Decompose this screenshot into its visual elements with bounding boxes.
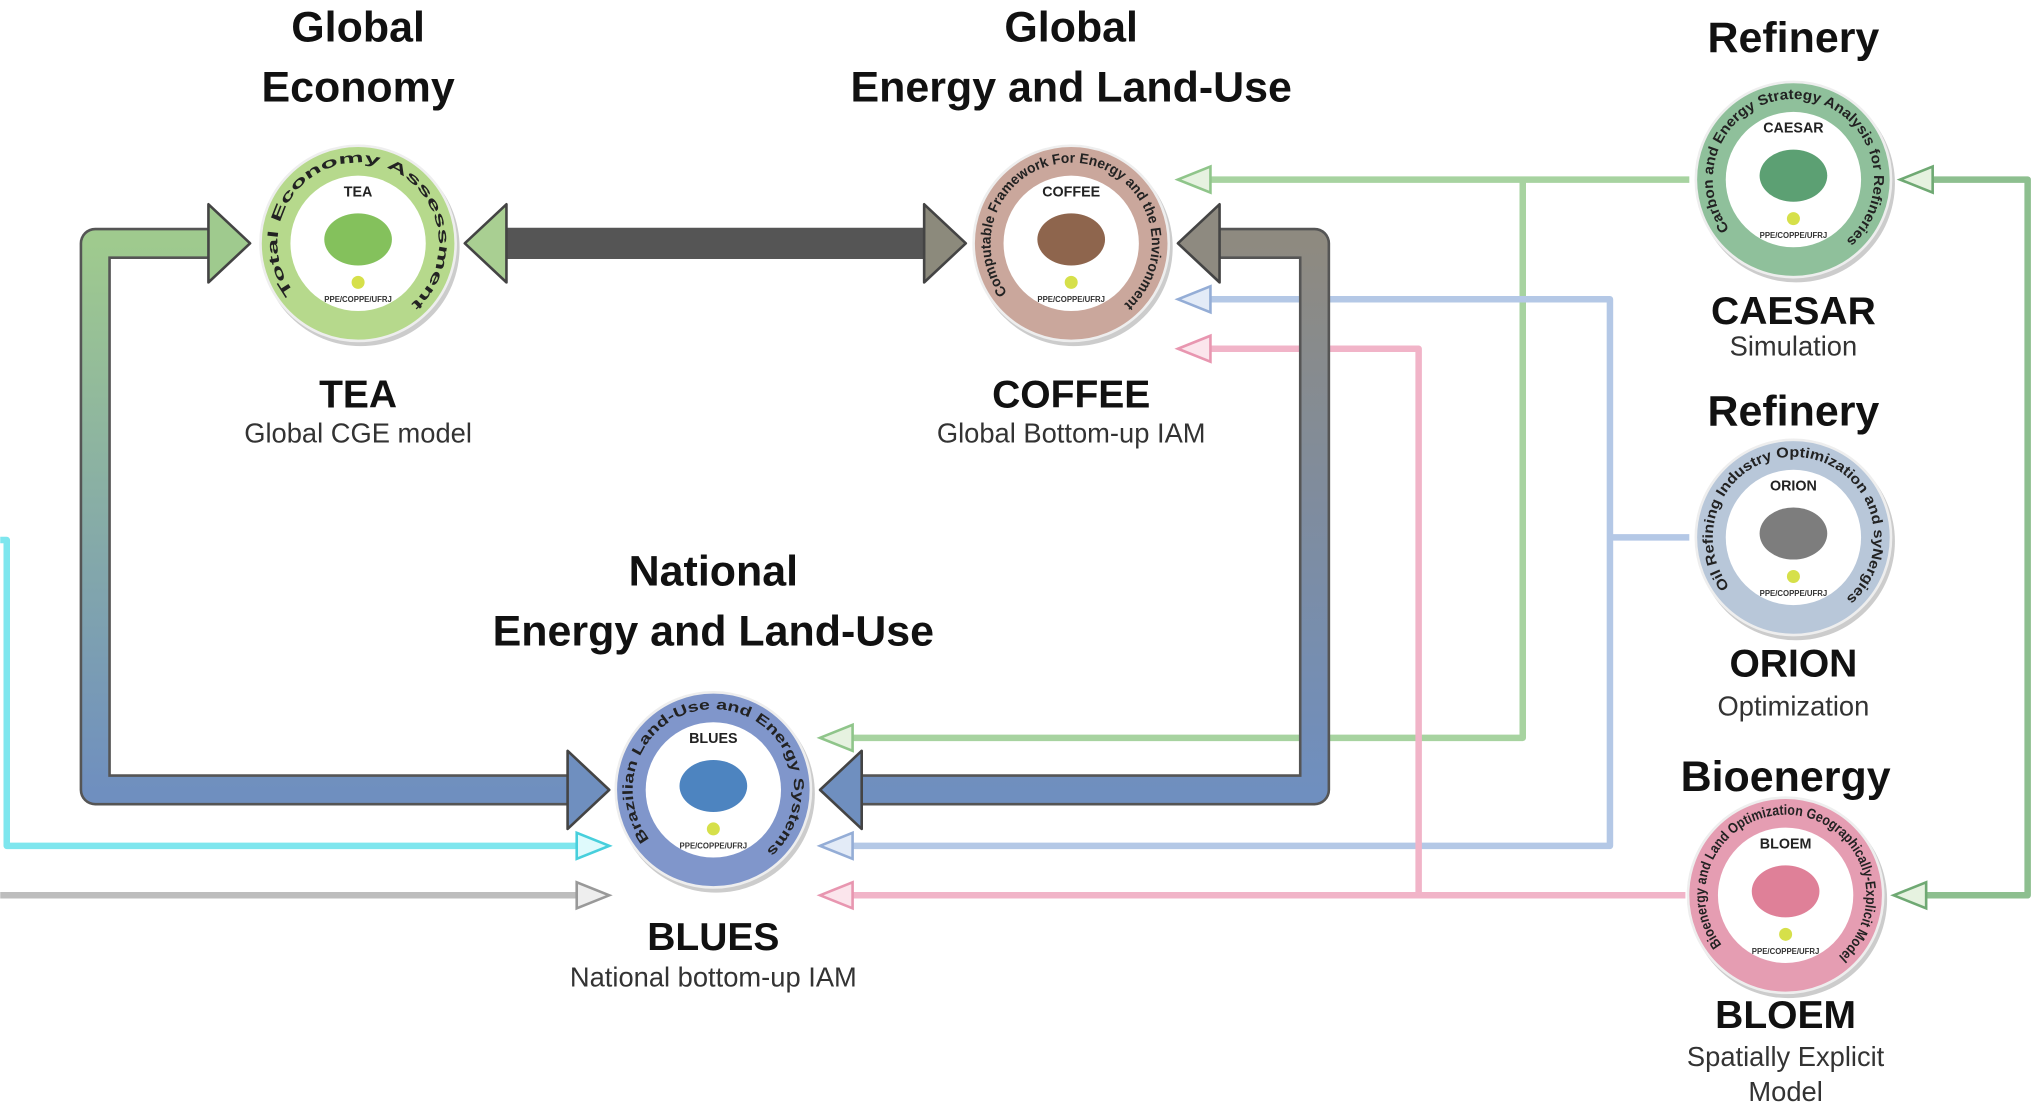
node-name: COFFEE bbox=[992, 373, 1150, 416]
arrowhead bbox=[207, 203, 252, 284]
node-subtitle: Spatially Explicit bbox=[1687, 1041, 1885, 1072]
node-subtitle: Simulation bbox=[1730, 330, 1858, 361]
logo-icon bbox=[1759, 507, 1828, 560]
arrowhead bbox=[922, 203, 968, 284]
arrowheads bbox=[575, 164, 1934, 911]
logo-affiliation: PPE/COPPE/UFRJ bbox=[1760, 231, 1828, 240]
logo-badge bbox=[706, 822, 720, 836]
node-name: CAESAR bbox=[1711, 290, 1876, 333]
node-heading: Energy and Land-Use bbox=[493, 607, 934, 655]
node-heading: Refinery bbox=[1708, 388, 1880, 436]
caesar-link bbox=[846, 176, 1690, 742]
logo-icon bbox=[324, 213, 392, 266]
node-subtitle: National bottom-up IAM bbox=[570, 961, 857, 992]
logo-affiliation: PPE/COPPE/UFRJ bbox=[1752, 947, 1820, 956]
logo-badge bbox=[1064, 275, 1078, 289]
logo-label: COFFEE bbox=[1042, 184, 1100, 200]
node-heading: Energy and Land-Use bbox=[851, 64, 1292, 112]
logo-icon bbox=[1759, 149, 1828, 202]
logo-affiliation: PPE/COPPE/UFRJ bbox=[324, 295, 392, 304]
logo-badge bbox=[351, 275, 365, 289]
node-name: BLOEM bbox=[1715, 994, 1856, 1037]
logo-affiliation: PPE/COPPE/UFRJ bbox=[1760, 589, 1828, 598]
logo-icon bbox=[1037, 213, 1106, 266]
node-heading: Global bbox=[1004, 4, 1138, 52]
orion-link bbox=[846, 296, 1690, 850]
bloem-link bbox=[846, 345, 1686, 899]
arrowhead bbox=[818, 749, 863, 831]
logo-label: TEA bbox=[344, 184, 373, 200]
feedback-loop bbox=[1919, 176, 2031, 899]
logo-badge bbox=[1779, 927, 1793, 941]
logo-badge bbox=[1786, 212, 1800, 226]
external-input bbox=[0, 536, 580, 850]
node-heading: Economy bbox=[261, 64, 454, 112]
node-heading: Global bbox=[291, 4, 425, 52]
node-heading: National bbox=[629, 548, 798, 596]
node-subtitle: Global CGE model bbox=[244, 417, 472, 448]
logo-icon bbox=[1751, 865, 1820, 918]
logo-affiliation: PPE/COPPE/UFRJ bbox=[680, 841, 748, 850]
node-name: TEA bbox=[319, 373, 397, 416]
node-subtitle: Model bbox=[1748, 1076, 1822, 1107]
node-heading: Bioenergy bbox=[1681, 753, 1891, 801]
logo-label: ORION bbox=[1770, 479, 1817, 495]
logo-label: BLUES bbox=[689, 731, 737, 747]
arrowhead bbox=[566, 749, 611, 831]
logo-label: BLOEM bbox=[1760, 836, 1812, 852]
logo-affiliation: PPE/COPPE/UFRJ bbox=[1037, 295, 1105, 304]
node-name: ORION bbox=[1729, 643, 1857, 686]
node-subtitle: Global Bottom-up IAM bbox=[937, 417, 1206, 448]
node-name: BLUES bbox=[647, 916, 779, 959]
node-subtitle: Optimization bbox=[1718, 691, 1870, 722]
arrowhead bbox=[463, 203, 508, 284]
logo-badge bbox=[1786, 569, 1800, 583]
logo-label: CAESAR bbox=[1763, 121, 1824, 137]
arrowhead bbox=[1176, 203, 1221, 284]
node-heading: Refinery bbox=[1708, 14, 1880, 62]
connectors bbox=[0, 164, 2031, 911]
logo-icon bbox=[679, 759, 748, 813]
